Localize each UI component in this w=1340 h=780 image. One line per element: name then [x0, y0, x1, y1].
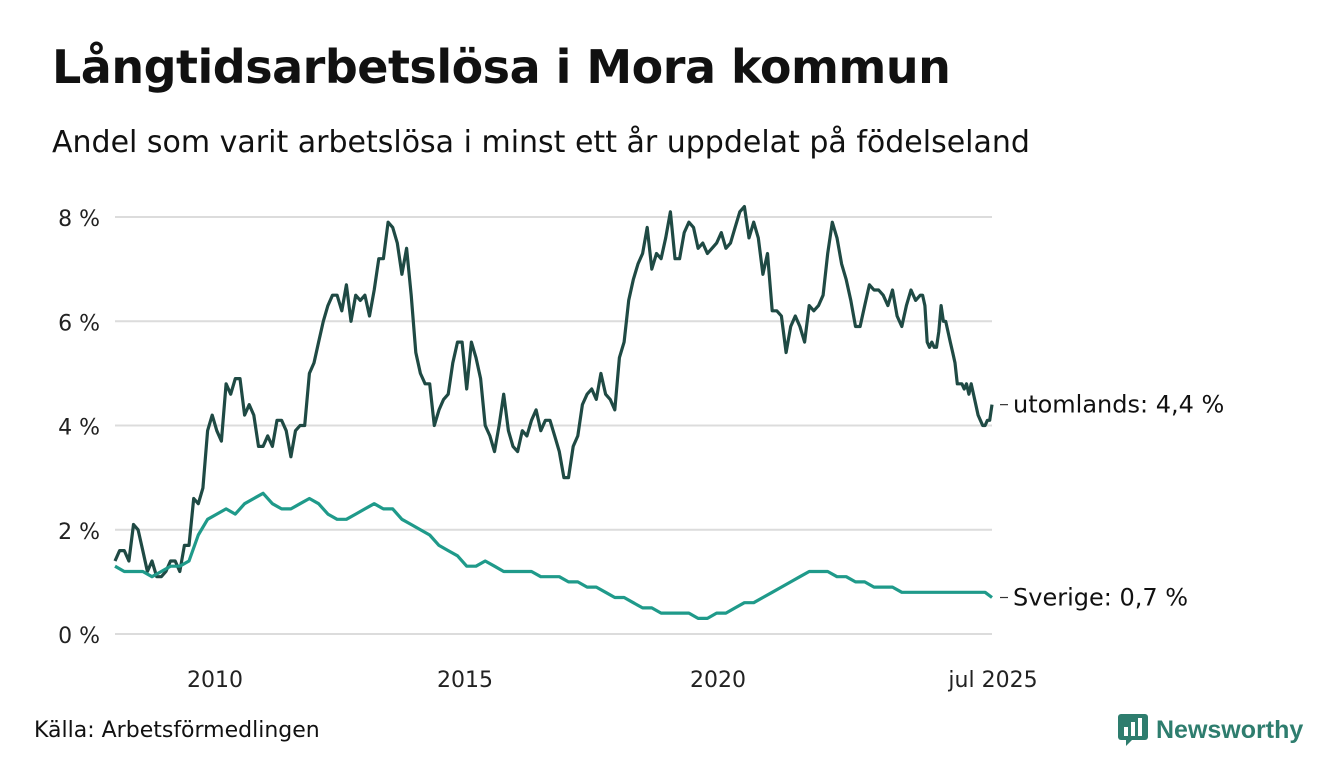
x-tick-label: jul 2025 [947, 668, 1037, 693]
series-line-sverige [114, 491, 993, 620]
y-tick-label: 8 % [58, 207, 100, 232]
x-tick-label: 2015 [437, 668, 493, 693]
y-tick-label: 0 % [58, 624, 100, 649]
y-tick-label: 4 % [58, 416, 100, 441]
source-note: Källa: Arbetsförmedlingen [34, 718, 320, 743]
series-end-label: Sverige: 0,7 % [1013, 584, 1188, 612]
brand-name: Newsworthy [1156, 715, 1304, 744]
brand-logo: Newsworthy [1118, 714, 1303, 746]
page-title: Långtidsarbetslösa i Mora kommun [52, 40, 951, 94]
x-tick-label: 2020 [690, 668, 746, 693]
series-line-utomlands [113, 205, 994, 579]
newsworthy-logo-icon [1118, 714, 1148, 746]
x-tick-label: 2010 [187, 668, 243, 693]
series-end-label: utomlands: 4,4 % [1013, 391, 1224, 419]
y-tick-label: 2 % [58, 520, 100, 545]
page-subtitle: Andel som varit arbetslösa i minst ett å… [52, 125, 1030, 160]
y-tick-label: 6 % [58, 311, 100, 336]
